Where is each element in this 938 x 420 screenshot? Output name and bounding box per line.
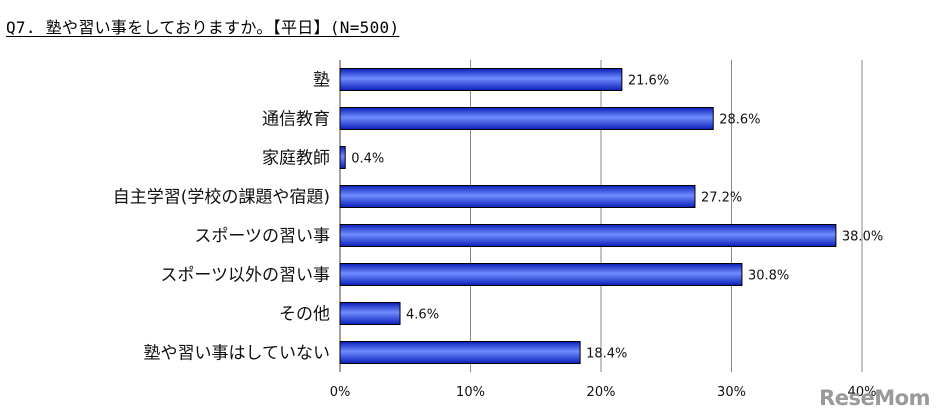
gridlines [339, 60, 863, 372]
bar [339, 263, 743, 286]
category-label: 通信教育 [262, 110, 330, 130]
bar [339, 146, 346, 169]
data-label: 18.4% [586, 347, 627, 362]
data-label: 21.6% [628, 74, 669, 89]
bar [339, 341, 581, 364]
x-tick-label: 20% [587, 385, 616, 400]
bar [339, 185, 696, 208]
data-label: 0.4% [351, 152, 384, 167]
category-label: スポーツ以外の習い事 [160, 266, 330, 286]
data-label: 38.0% [842, 230, 883, 245]
data-label: 27.2% [701, 191, 742, 206]
bar [339, 68, 623, 91]
x-tick-label: 40% [848, 385, 877, 400]
value-labels: 21.6% 28.6% 0.4% 27.2% 38.0% 30.8% 4.6% 18.4% [351, 74, 883, 362]
bar [339, 224, 837, 247]
category-label: スポーツの習い事 [194, 227, 330, 247]
category-label: 塾や習い事はしていない [144, 343, 331, 364]
watermark-logo: ReseMom [819, 386, 930, 410]
x-tick-label: 10% [456, 385, 485, 400]
category-label: 家庭教師 [262, 149, 330, 169]
x-tick-label: 0% [330, 385, 351, 400]
data-label: 30.8% [748, 269, 789, 284]
x-axis-ticks: 0% 10% 20% 30% 40% [330, 385, 877, 400]
category-label: 塾 [313, 70, 330, 91]
category-label: 自主学習(学校の課題や宿題) [113, 188, 330, 208]
category-label: その他 [279, 305, 330, 325]
bar [339, 107, 714, 130]
bars [339, 68, 837, 364]
x-tick-label: 30% [717, 385, 746, 400]
data-label: 4.6% [406, 308, 439, 323]
chart-title: Q7. 塾や習い事をしておりますか。【平日】(N=500) [6, 18, 400, 37]
data-label: 28.6% [719, 113, 760, 128]
bar [339, 302, 401, 325]
